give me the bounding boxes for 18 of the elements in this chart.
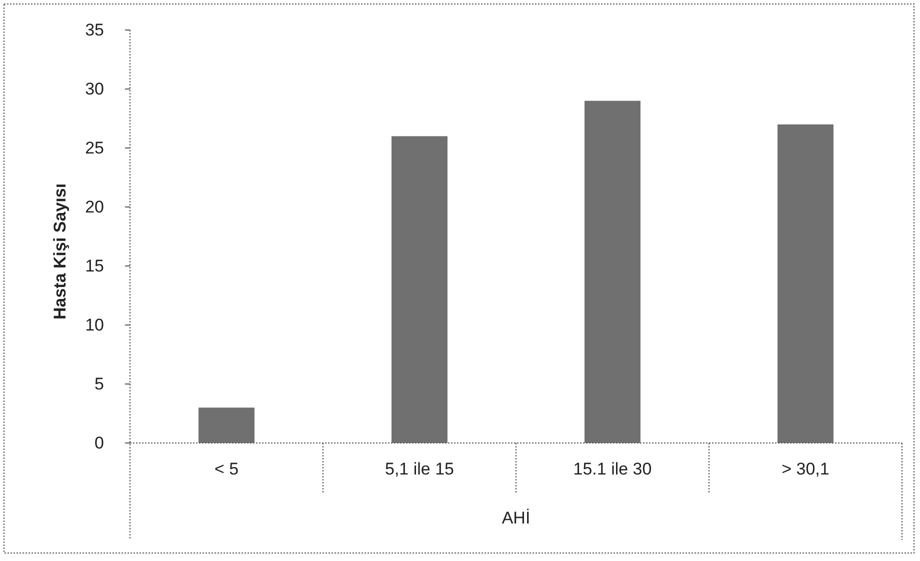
x-tick-label: < 5	[214, 460, 239, 478]
y-tick-label: 10	[85, 316, 104, 334]
y-tick-label: 5	[94, 374, 104, 394]
bar	[778, 124, 834, 443]
bar	[584, 100, 640, 443]
x-axis-title: AHİ	[502, 508, 530, 528]
bar	[198, 408, 254, 443]
bar	[392, 136, 448, 443]
y-tick-label: 20	[85, 198, 104, 216]
y-tick-label: 15	[85, 256, 104, 276]
y-tick-label: 25	[85, 138, 104, 158]
y-tick-label: 30	[85, 80, 104, 98]
x-tick-label: 15.1 ile 30	[573, 460, 652, 478]
y-tick-label: 35	[85, 20, 104, 40]
y-axis-title: Hasta Kişi Sayısı	[50, 183, 70, 320]
x-tick-label: > 30,1	[782, 460, 830, 478]
x-tick-label: 5,1 ile 15	[385, 460, 454, 478]
y-tick-label: 0	[94, 434, 104, 452]
